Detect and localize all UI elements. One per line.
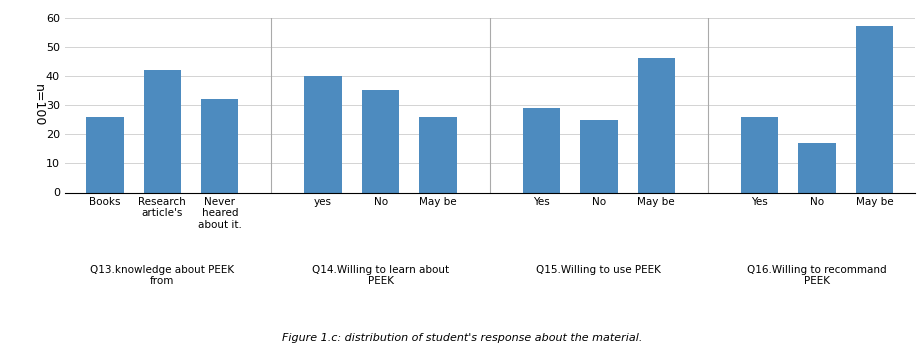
Bar bbox=[856, 26, 894, 192]
Text: Q14.Willing to learn about
PEEK: Q14.Willing to learn about PEEK bbox=[312, 265, 449, 286]
Text: Q15.Willing to use PEEK: Q15.Willing to use PEEK bbox=[537, 265, 662, 275]
Bar bbox=[362, 90, 399, 192]
Text: Q16.Willing to recommand
PEEK: Q16.Willing to recommand PEEK bbox=[748, 265, 887, 286]
Text: Q13.knowledge about PEEK
from: Q13.knowledge about PEEK from bbox=[91, 265, 235, 286]
Bar bbox=[201, 99, 238, 193]
Y-axis label: n=100: n=100 bbox=[31, 84, 44, 126]
Bar bbox=[305, 76, 342, 193]
Text: Figure 1.c: distribution of student's response about the material.: Figure 1.c: distribution of student's re… bbox=[282, 333, 642, 343]
Bar bbox=[580, 120, 617, 192]
Bar bbox=[419, 117, 456, 192]
Bar bbox=[86, 117, 124, 192]
Bar bbox=[523, 108, 560, 192]
Bar bbox=[798, 143, 836, 192]
Bar bbox=[143, 70, 181, 192]
Bar bbox=[638, 58, 675, 192]
Bar bbox=[741, 117, 778, 192]
